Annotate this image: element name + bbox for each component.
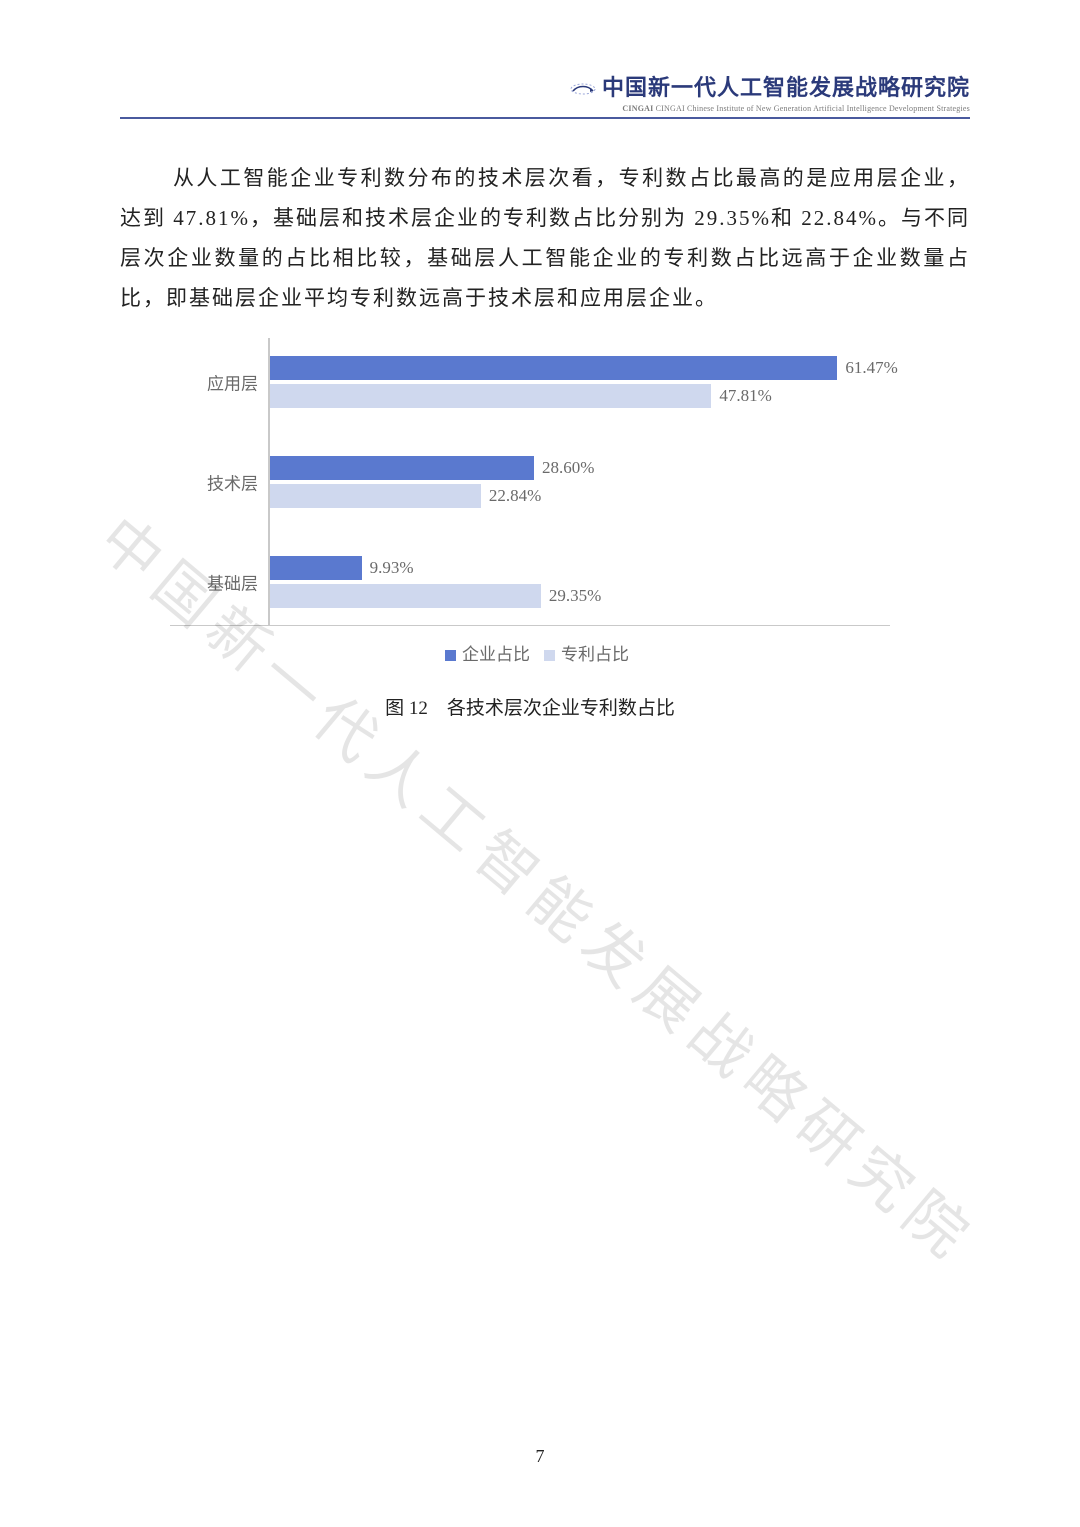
bar: 47.81% (270, 384, 711, 408)
legend-label: 专利占比 (561, 645, 629, 664)
chart-legend: 企业占比 专利占比 (170, 640, 890, 665)
bar-chart: 应用层61.47%47.81%技术层28.60%22.84%基础层9.93%29… (170, 338, 890, 626)
bar: 61.47% (270, 356, 837, 380)
chart-container: 应用层61.47%47.81%技术层28.60%22.84%基础层9.93%29… (170, 338, 890, 720)
category-label: 应用层 (170, 370, 258, 395)
header-title-cn: 中国新一代人工智能发展战略研究院 (602, 75, 970, 100)
bar: 9.93% (270, 556, 362, 580)
legend-swatch (544, 650, 555, 661)
bar-value-label: 9.93% (370, 558, 414, 578)
category-label: 基础层 (170, 570, 258, 595)
category-label: 技术层 (170, 470, 258, 495)
chart-caption: 图 12 各技术层次企业专利数占比 (170, 693, 890, 720)
bar-value-label: 28.60% (542, 458, 594, 478)
cingai-logo-icon (570, 79, 596, 104)
bar-value-label: 47.81% (719, 386, 771, 406)
bar-value-label: 61.47% (845, 358, 897, 378)
header-logo-label: CINGAI (622, 104, 653, 113)
bar: 28.60% (270, 456, 534, 480)
body-paragraph: 从人工智能企业专利数分布的技术层次看，专利数占比最高的是应用层企业，达到 47.… (120, 159, 970, 319)
category-group: 基础层 9.93% 29.35% (170, 556, 890, 608)
bar: 22.84% (270, 484, 481, 508)
bar-value-label: 29.35% (549, 586, 601, 606)
bar: 29.35% (270, 584, 541, 608)
legend-swatch (445, 650, 456, 661)
legend-label: 企业占比 (462, 645, 530, 664)
page-header: 中国新一代人工智能发展战略研究院 CINGAI CINGAI Chinese I… (120, 70, 970, 119)
page-number: 7 (0, 1446, 1080, 1467)
category-group: 应用层 61.47% 47.81% (170, 356, 890, 408)
category-group: 技术层28.60%22.84% (170, 456, 890, 508)
paragraph-text: 从人工智能企业专利数分布的技术层次看，专利数占比最高的是应用层企业，达到 47.… (120, 166, 970, 310)
page: 中国新一代人工智能发展战略研究院 CINGAI CINGAI Chinese I… (0, 0, 1080, 1527)
header-title-en: CINGAI Chinese Institute of New Generati… (656, 104, 970, 113)
bar-value-label: 22.84% (489, 486, 541, 506)
